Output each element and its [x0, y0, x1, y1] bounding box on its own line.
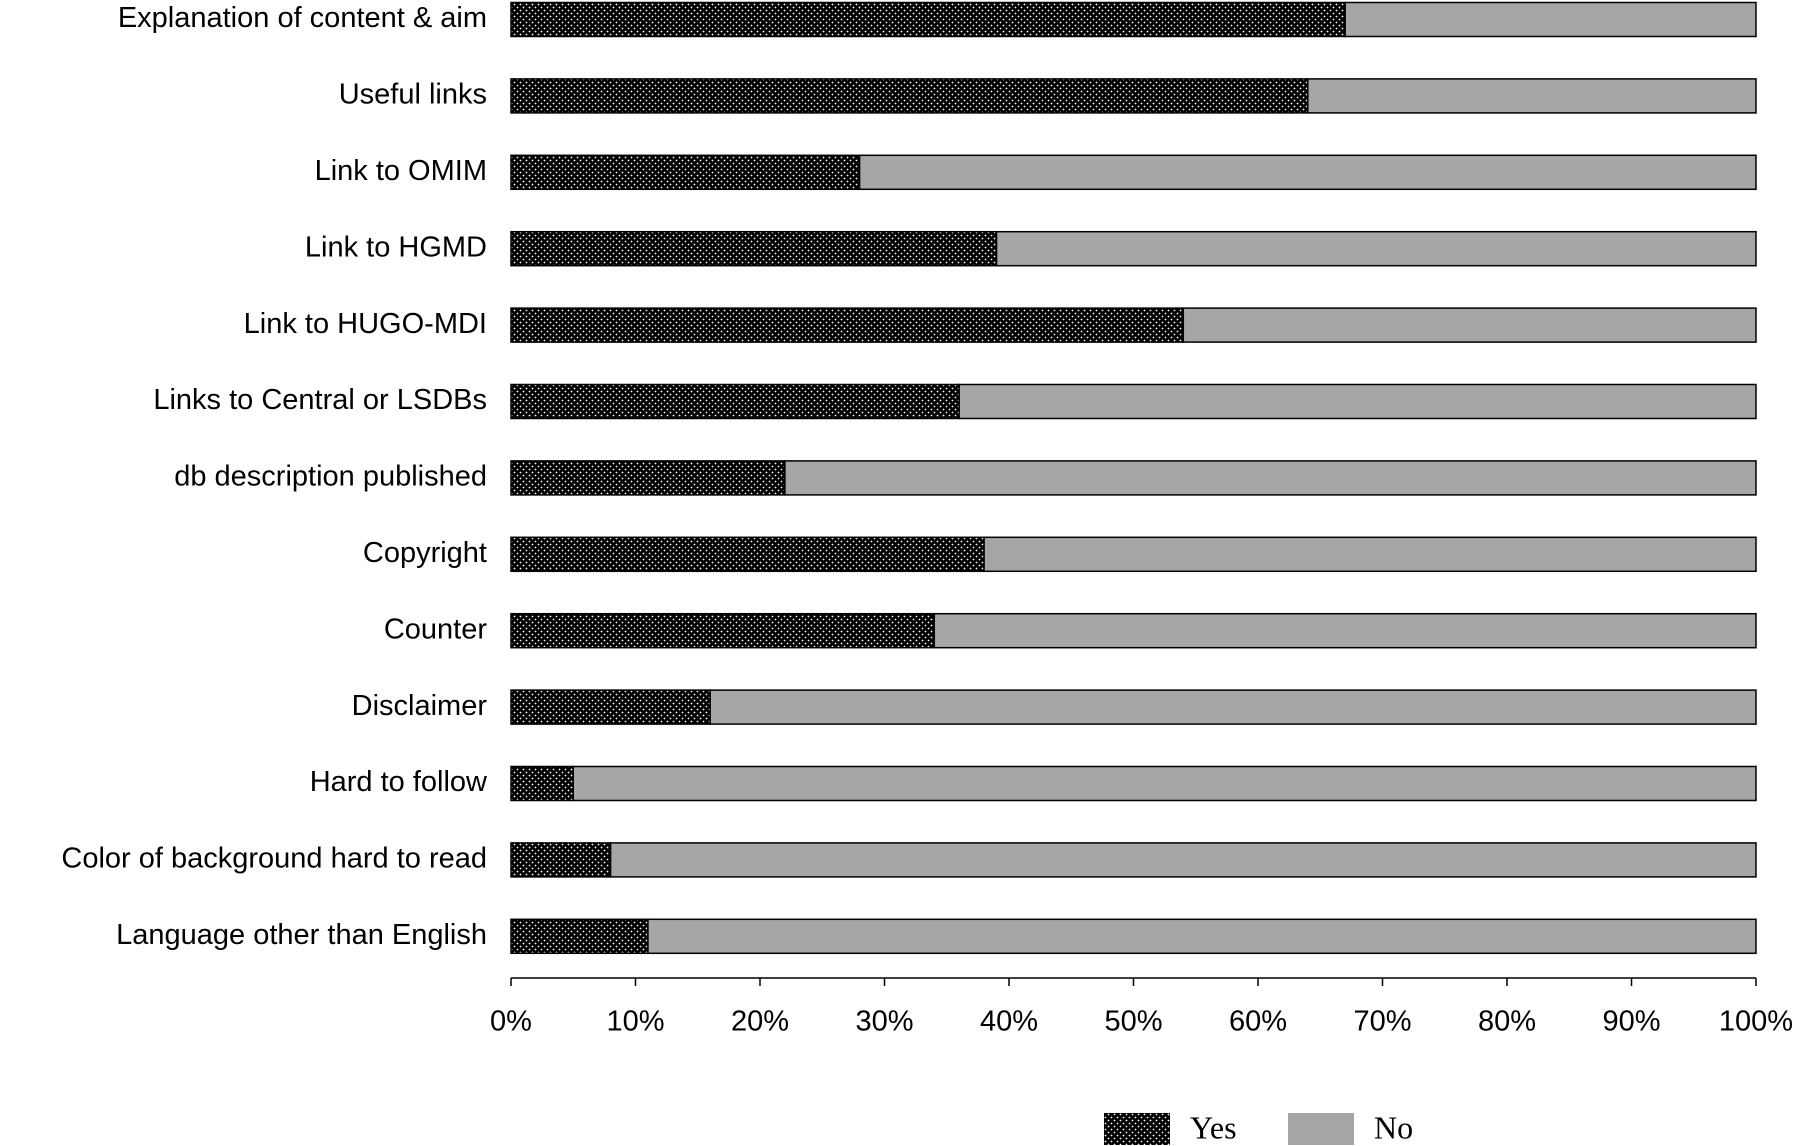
category-label: Hard to follow: [310, 766, 488, 798]
bar-segment: [958, 383, 1757, 420]
bar-segment: [858, 154, 1757, 191]
bar-segment: [510, 460, 786, 496]
category-label: Disclaimer: [352, 690, 488, 722]
x-tick-label: 100%: [1719, 1006, 1793, 1038]
x-tick-label: 40%: [980, 1006, 1038, 1038]
x-tick-label: 30%: [855, 1006, 913, 1038]
bar-segment: [510, 842, 612, 878]
bar-segment: [510, 154, 861, 191]
bar-segment: [510, 230, 998, 267]
x-tick-label: 80%: [1478, 1006, 1536, 1038]
bar-segment: [933, 612, 1757, 649]
x-tick-label: 90%: [1602, 1006, 1660, 1038]
bar-segment: [510, 1, 1346, 38]
x-tick-label: 20%: [731, 1006, 789, 1038]
bar-segment: [510, 689, 711, 725]
legend-label: No: [1374, 1109, 1413, 1145]
bar-segment: [510, 307, 1185, 343]
legend-swatch: [1104, 1113, 1170, 1145]
category-label: Language other than English: [116, 919, 487, 951]
bar-segment: [709, 689, 1757, 725]
bar-segment: [1182, 307, 1757, 343]
legend-swatch: [1288, 1113, 1354, 1145]
category-label: Link to OMIM: [315, 155, 487, 187]
bar-segment: [510, 765, 574, 802]
category-label: Link to HGMD: [305, 231, 487, 263]
bar-segment: [609, 842, 1757, 878]
legend-label: Yes: [1190, 1109, 1237, 1145]
category-label: Links to Central or LSDBs: [153, 384, 487, 416]
bar-segment: [510, 383, 960, 420]
category-label: Counter: [384, 613, 488, 645]
category-label: Link to HUGO-MDI: [244, 308, 487, 340]
bar-segment: [1307, 78, 1757, 114]
bar-segment: [572, 765, 1757, 802]
bar-segment: [784, 460, 1757, 496]
category-label: Useful links: [339, 79, 487, 111]
bar-segment: [983, 536, 1757, 573]
bar-segment: [510, 612, 936, 649]
category-label: Explanation of content & aim: [118, 2, 487, 34]
category-label: db description published: [174, 461, 487, 493]
bar-segment: [510, 536, 985, 573]
x-tick-label: 50%: [1104, 1006, 1162, 1038]
bar-segment: [995, 230, 1757, 267]
bar-segment: [510, 78, 1309, 114]
x-tick-label: 0%: [490, 1006, 532, 1038]
bar-segment: [510, 918, 649, 955]
bar-segment: [647, 918, 1757, 955]
x-tick-label: 70%: [1353, 1006, 1411, 1038]
category-label: Copyright: [363, 537, 487, 569]
x-tick-label: 10%: [606, 1006, 664, 1038]
category-label: Color of background hard to read: [61, 843, 487, 875]
x-tick-label: 60%: [1229, 1006, 1287, 1038]
bar-segment: [1344, 1, 1757, 38]
